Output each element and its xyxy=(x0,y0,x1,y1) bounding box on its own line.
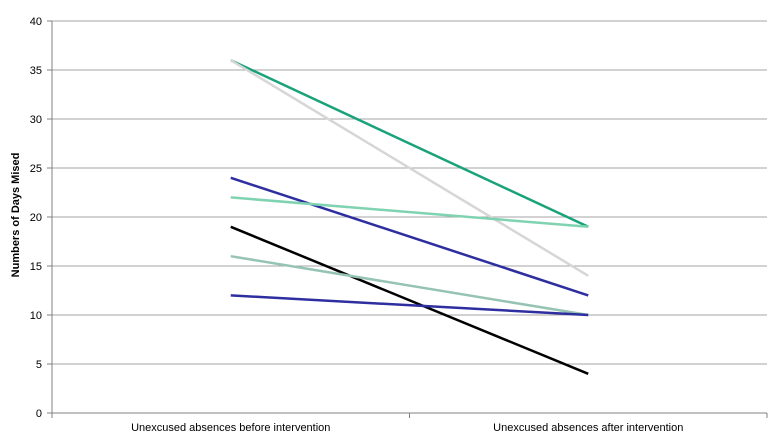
series-line xyxy=(230,59,589,228)
y-tick-label: 0 xyxy=(36,408,42,420)
series-line xyxy=(230,196,589,229)
y-tick-label: 30 xyxy=(30,114,42,126)
series-line xyxy=(230,225,589,375)
series-lines xyxy=(230,59,589,375)
y-tick-label: 35 xyxy=(30,65,42,77)
x-tick-label: Unexcused absences after intervention xyxy=(493,422,683,434)
gridlines xyxy=(52,20,767,365)
y-axis-label: Numbers of Days Mised xyxy=(10,153,22,278)
y-tick-label: 5 xyxy=(36,359,42,371)
y-tick-label: 15 xyxy=(30,261,42,273)
series-line xyxy=(230,294,589,317)
y-tick-label: 20 xyxy=(30,212,42,224)
x-tick-label: Unexcused absences before intervention xyxy=(131,422,330,434)
series-line xyxy=(230,59,589,277)
y-tick-label: 25 xyxy=(30,163,42,175)
y-tick-label: 10 xyxy=(30,310,42,322)
tick-labels: 0 5 10 15 20 25 30 35 40 Unexcused absences befor… xyxy=(30,16,684,434)
series-line xyxy=(230,176,589,297)
y-tick-label: 40 xyxy=(30,16,42,28)
series-line xyxy=(230,254,589,317)
axes xyxy=(47,20,768,418)
